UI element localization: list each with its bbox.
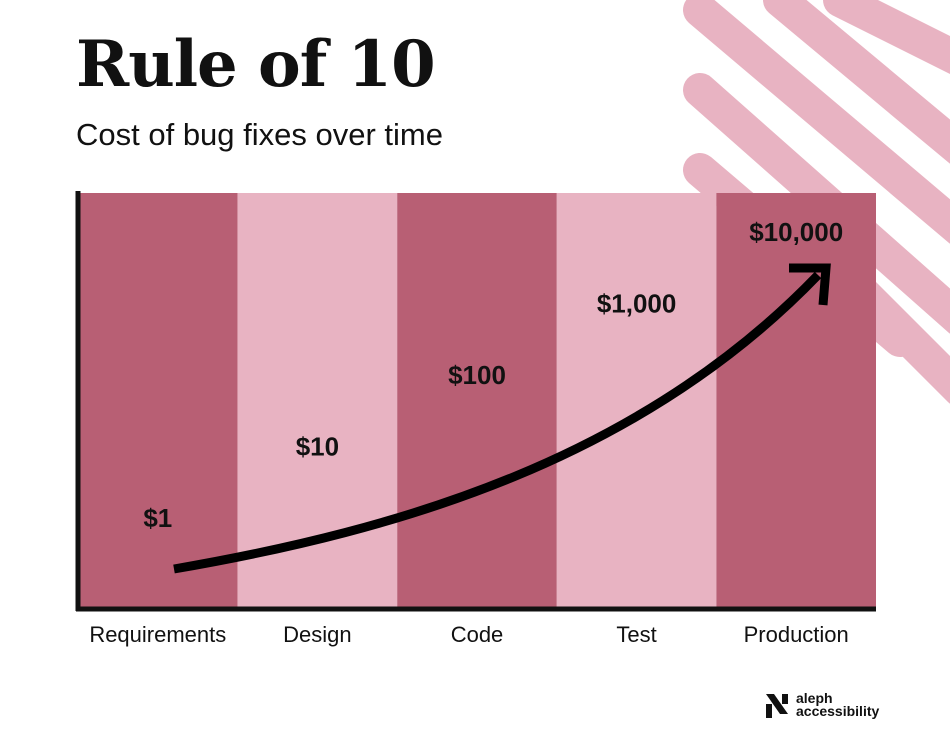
growth-arrow bbox=[173, 271, 822, 574]
category-label: Design bbox=[283, 622, 351, 647]
aleph-logo-icon bbox=[766, 694, 788, 718]
value-label: $100 bbox=[448, 360, 506, 390]
value-label: $1 bbox=[143, 503, 172, 533]
bar-design bbox=[237, 193, 398, 608]
category-label: Test bbox=[616, 622, 656, 647]
category-label: Requirements bbox=[89, 622, 226, 647]
logo-line-1: aleph bbox=[796, 690, 833, 706]
growth-arrow-head bbox=[789, 263, 831, 306]
decorative-stripe bbox=[683, 0, 950, 244]
category-label: Code bbox=[451, 622, 504, 647]
page-title: Rule of 10 bbox=[76, 27, 436, 102]
bar-test bbox=[556, 193, 717, 608]
bar-requirements bbox=[78, 193, 238, 608]
bar-code bbox=[397, 193, 557, 608]
brand-logo: aleph accessibility bbox=[762, 690, 879, 720]
category-label: Production bbox=[744, 622, 849, 647]
page-subtitle: Cost of bug fixes over time bbox=[76, 117, 443, 152]
decorative-stripe bbox=[823, 0, 950, 75]
value-label: $10,000 bbox=[749, 217, 843, 247]
value-label: $10 bbox=[296, 432, 339, 462]
decorative-stripe bbox=[763, 0, 950, 164]
logo-line-2: accessibility bbox=[796, 703, 880, 719]
value-label: $1,000 bbox=[597, 289, 677, 319]
bar-production bbox=[716, 193, 876, 608]
